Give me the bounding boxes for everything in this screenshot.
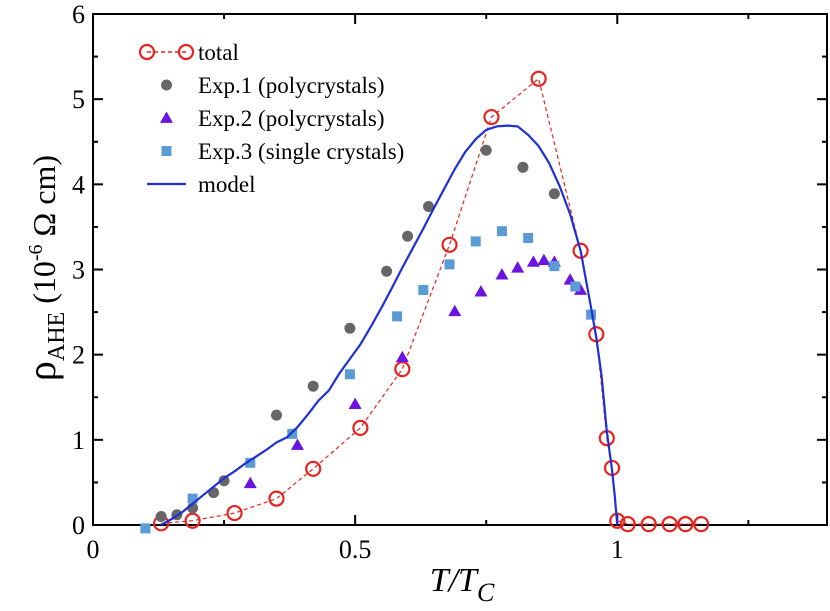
data-point — [570, 281, 581, 292]
legend-label: Exp.1 (polycrystals) — [198, 73, 385, 98]
y-tick-label: 4 — [72, 170, 85, 199]
data-point — [155, 510, 167, 522]
legend-marker — [161, 79, 172, 91]
data-point — [184, 512, 201, 529]
data-point — [474, 285, 488, 297]
legend-marker — [177, 43, 195, 61]
data-point — [226, 504, 243, 522]
data-point — [693, 516, 710, 533]
data-point — [243, 476, 257, 489]
legend-marker — [160, 111, 173, 123]
legend-label: Exp.3 (single crystals) — [198, 139, 404, 164]
data-point — [418, 284, 429, 295]
y-tick-label: 1 — [72, 426, 85, 455]
legend-label: Exp.2 (polycrystals) — [198, 106, 385, 131]
data-point — [287, 428, 298, 439]
legend-marker — [138, 43, 156, 61]
y-axis-title: ρAHE (10-6 Ω cm) — [19, 155, 70, 381]
data-point — [495, 268, 509, 280]
data-point — [394, 361, 411, 378]
legend-marker — [161, 146, 172, 156]
data-point — [381, 265, 393, 277]
y-tick-label: 5 — [72, 85, 85, 114]
data-point — [305, 460, 322, 477]
data-point — [496, 226, 507, 237]
series-3 — [140, 226, 597, 534]
data-point — [574, 283, 588, 295]
data-point — [661, 516, 678, 533]
data-point — [517, 161, 529, 173]
data-point — [483, 108, 500, 126]
data-point — [448, 304, 462, 317]
data-point — [444, 259, 455, 270]
y-tick-label: 2 — [72, 341, 85, 370]
data-point — [537, 253, 551, 266]
data-point — [348, 397, 362, 409]
data-point — [268, 490, 285, 507]
data-point — [523, 232, 534, 243]
data-point — [526, 255, 540, 267]
data-point — [271, 409, 282, 421]
legend-label: total — [198, 40, 239, 65]
data-point — [572, 242, 589, 259]
data-point — [586, 309, 597, 320]
series-2 — [243, 253, 588, 489]
data-point — [344, 322, 356, 334]
data-point — [548, 188, 560, 200]
data-point — [187, 493, 198, 504]
data-point — [619, 516, 636, 533]
data-point — [395, 350, 409, 363]
data-point — [392, 311, 403, 322]
data-point — [470, 236, 481, 247]
data-point — [441, 236, 458, 253]
x-axis-title: T/TC — [430, 562, 495, 607]
x-tick-label: 0.5 — [339, 535, 372, 564]
x-tick-label: 1 — [611, 535, 624, 564]
data-point — [352, 419, 369, 437]
series-line-4 — [160, 124, 619, 526]
data-point — [140, 523, 151, 534]
legend-label: model — [198, 172, 256, 197]
data-point — [423, 200, 435, 212]
data-point — [218, 475, 230, 487]
data-point — [307, 380, 319, 392]
data-point — [402, 230, 414, 242]
y-tick-label: 6 — [72, 0, 85, 29]
data-point — [290, 438, 304, 450]
y-tick-label: 3 — [72, 256, 85, 285]
data-point — [245, 457, 256, 468]
data-point — [480, 144, 492, 156]
series-1 — [155, 144, 560, 522]
data-point — [640, 516, 657, 533]
data-point — [530, 70, 547, 87]
series-4 — [160, 124, 619, 526]
data-point — [344, 369, 355, 380]
data-point — [549, 261, 560, 272]
data-point — [677, 516, 694, 533]
x-tick-label: 0 — [87, 535, 100, 564]
y-tick-label: 0 — [72, 511, 85, 540]
data-point — [511, 261, 525, 273]
